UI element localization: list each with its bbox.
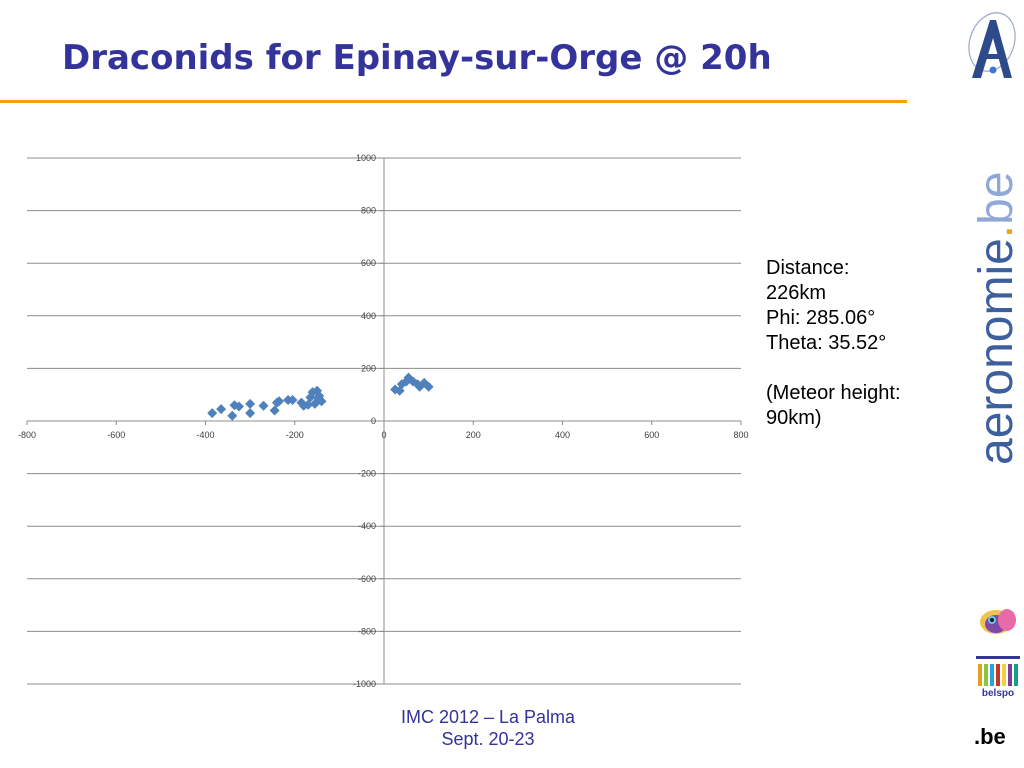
x-tick-label: -600 xyxy=(107,430,125,440)
note-line: Theta: 35.52° xyxy=(766,332,887,354)
note-line: Distance: xyxy=(766,257,850,279)
y-tick-label: -400 xyxy=(358,521,376,531)
y-tick-label: -1000 xyxy=(353,679,376,689)
y-tick-label: 1000 xyxy=(356,153,376,163)
observation-parameters: Distance: 226km Phi: 285.06° Theta: 35.5… xyxy=(766,256,966,431)
data-point xyxy=(269,405,280,416)
data-point xyxy=(316,396,327,407)
x-tick-label: -800 xyxy=(18,430,36,440)
x-tick-label: 800 xyxy=(733,430,748,440)
data-point xyxy=(216,404,227,415)
be-logo: .be xyxy=(974,724,1006,749)
data-point xyxy=(207,408,218,419)
note-spacer xyxy=(766,356,966,381)
note-line: 90km) xyxy=(766,407,822,429)
y-tick-label: 200 xyxy=(361,363,376,373)
footer-line: Sept. 20-23 xyxy=(441,729,535,749)
y-tick-label: 0 xyxy=(371,416,376,426)
mascot-logo xyxy=(980,609,1016,634)
note-line: (Meteor height: xyxy=(766,382,901,404)
x-tick-label: 200 xyxy=(466,430,481,440)
y-tick-labels: -1000 -800 -600 -400 -200 0 200 400 600 800 1000 xyxy=(353,153,376,689)
brand-tld: be xyxy=(972,171,1020,224)
slide-title: Draconids for Epinay-sur-Orge @ 20h xyxy=(62,38,772,78)
belspo-bars-icon xyxy=(976,656,1020,686)
y-tick-label: 600 xyxy=(361,258,376,268)
scatter-chart: -800 -600 -400 -200 0 200 400 600 800 -1000-800-… xyxy=(18,153,749,689)
data-point xyxy=(227,410,238,421)
footer: IMC 2012 – La Palma Sept. 20-23 xyxy=(338,706,638,750)
aeronomie-a-logo xyxy=(968,12,1016,78)
note-line: 226km xyxy=(766,282,827,304)
axes xyxy=(26,157,742,685)
x-tick-label: -400 xyxy=(196,430,214,440)
svg-text:aeronomie.be: aeronomie.be xyxy=(972,171,1020,465)
y-tick-label: -600 xyxy=(358,574,376,584)
data-points xyxy=(207,372,434,421)
data-point xyxy=(423,381,434,392)
data-point xyxy=(303,399,314,410)
data-point xyxy=(258,400,269,411)
x-tick-label: 0 xyxy=(381,430,386,440)
data-point xyxy=(314,391,325,402)
belspo-logo: belspo xyxy=(976,656,1020,702)
x-tick-label: 400 xyxy=(555,430,570,440)
x-tick-labels: -800 -600 -400 -200 0 200 400 600 800 xyxy=(18,430,749,440)
data-point xyxy=(401,376,412,387)
data-point xyxy=(245,398,256,409)
data-point xyxy=(287,394,298,405)
aeronomie-be-wordmark: aeronomie.be xyxy=(972,171,1020,465)
footer-line: IMC 2012 – La Palma xyxy=(400,707,576,727)
brand-dot: . xyxy=(972,225,1020,238)
belspo-label: belspo xyxy=(981,688,1015,699)
y-tick-label: 400 xyxy=(361,311,376,321)
y-tick-label: 800 xyxy=(361,206,376,216)
data-point xyxy=(245,408,256,419)
brand-domain: aeronomie xyxy=(972,238,1020,465)
x-tick-label: 600 xyxy=(644,430,659,440)
y-tick-label: -200 xyxy=(358,469,376,479)
data-point xyxy=(233,401,244,412)
x-tick-label: -200 xyxy=(286,430,304,440)
note-line: Phi: 285.06° xyxy=(766,307,876,329)
data-point xyxy=(274,396,285,407)
title-underline xyxy=(0,100,907,103)
y-tick-label: -800 xyxy=(358,626,376,636)
